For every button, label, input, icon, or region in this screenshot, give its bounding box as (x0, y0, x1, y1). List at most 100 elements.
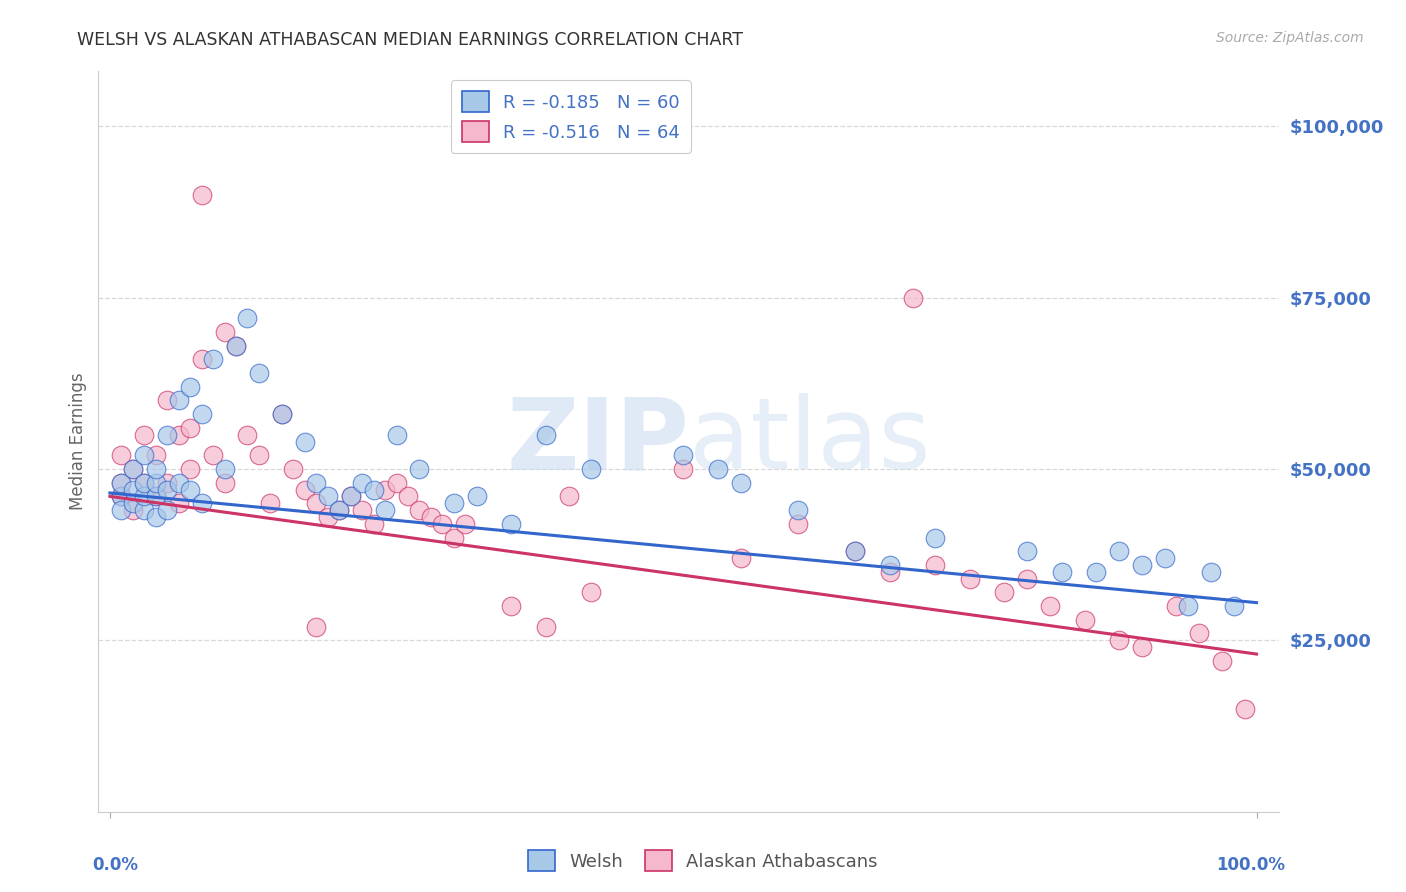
Point (121, 462, 143, 476)
Point (305, 475, 328, 490)
Point (1153, 551, 1175, 566)
Point (145, 489, 167, 503)
Point (294, 483, 316, 497)
Point (134, 503, 156, 517)
Point (363, 516, 385, 531)
Point (385, 427, 408, 442)
Point (134, 448, 156, 462)
Point (236, 427, 259, 442)
Point (121, 483, 143, 497)
Point (225, 338, 247, 352)
Point (1222, 599, 1244, 613)
Point (730, 475, 752, 490)
Point (167, 427, 190, 442)
Point (283, 462, 305, 476)
Point (202, 448, 225, 462)
Point (179, 380, 201, 394)
Point (190, 496, 212, 510)
Point (879, 565, 901, 579)
Point (581, 462, 603, 476)
Point (110, 489, 132, 503)
Point (214, 325, 236, 339)
Point (1050, 565, 1073, 579)
Point (156, 475, 179, 490)
Point (339, 489, 361, 503)
Point (145, 448, 167, 462)
Point (1166, 599, 1188, 613)
Point (156, 503, 179, 517)
Point (247, 366, 270, 380)
Point (454, 516, 477, 531)
Point (1085, 565, 1108, 579)
Point (879, 558, 901, 572)
Point (202, 352, 225, 367)
Point (110, 448, 132, 462)
Point (236, 311, 259, 326)
Point (374, 483, 396, 497)
Point (363, 483, 385, 497)
Point (328, 503, 350, 517)
Text: WELSH VS ALASKAN ATHABASCAN MEDIAN EARNINGS CORRELATION CHART: WELSH VS ALASKAN ATHABASCAN MEDIAN EARNI… (77, 31, 744, 49)
Point (134, 475, 156, 490)
Point (1177, 599, 1199, 613)
Point (1017, 572, 1039, 586)
Point (110, 475, 132, 490)
Point (134, 427, 156, 442)
Point (581, 585, 603, 599)
Point (844, 544, 866, 558)
Text: Source: ZipAtlas.com: Source: ZipAtlas.com (1216, 31, 1364, 45)
Point (1130, 640, 1153, 655)
Point (844, 544, 866, 558)
Point (259, 496, 281, 510)
Point (305, 619, 328, 633)
Point (672, 448, 695, 462)
Point (786, 503, 808, 517)
Point (1017, 544, 1039, 558)
Text: 100.0%: 100.0% (1216, 856, 1285, 874)
Point (1199, 565, 1222, 579)
Point (1073, 613, 1095, 627)
Point (110, 489, 132, 503)
Point (1234, 702, 1257, 716)
Text: 0.0%: 0.0% (93, 856, 139, 874)
Point (145, 462, 167, 476)
Point (145, 475, 167, 490)
Point (408, 462, 430, 476)
Point (270, 407, 292, 421)
Point (316, 510, 339, 524)
Point (385, 475, 408, 490)
Point (730, 551, 752, 566)
Point (179, 421, 201, 435)
Point (156, 483, 179, 497)
Legend: Welsh, Alaskan Athabascans: Welsh, Alaskan Athabascans (520, 843, 886, 879)
Point (924, 558, 946, 572)
Point (190, 187, 212, 202)
Point (134, 475, 156, 490)
Point (121, 462, 143, 476)
Point (443, 496, 465, 510)
Point (305, 496, 328, 510)
Point (501, 516, 523, 531)
Text: ZIP: ZIP (506, 393, 689, 490)
Point (145, 510, 167, 524)
Point (501, 599, 523, 613)
Point (156, 427, 179, 442)
Point (1108, 544, 1130, 558)
Point (190, 407, 212, 421)
Point (374, 503, 396, 517)
Point (316, 489, 339, 503)
Point (1188, 626, 1211, 640)
Point (121, 496, 143, 510)
Point (121, 503, 143, 517)
Point (339, 489, 361, 503)
Point (270, 407, 292, 421)
Point (396, 489, 419, 503)
Point (408, 503, 430, 517)
Point (110, 503, 132, 517)
Point (214, 462, 236, 476)
Point (110, 475, 132, 490)
Point (134, 489, 156, 503)
Point (557, 489, 579, 503)
Legend: R = -0.185   N = 60, R = -0.516   N = 64: R = -0.185 N = 60, R = -0.516 N = 64 (451, 80, 690, 153)
Point (786, 516, 808, 531)
